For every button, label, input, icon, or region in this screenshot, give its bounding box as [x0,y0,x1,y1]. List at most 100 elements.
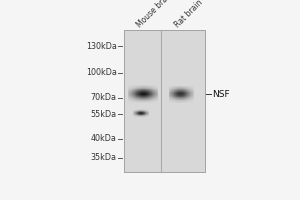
Bar [172,88,173,89]
Bar [183,92,184,93]
Bar [169,86,170,87]
Bar [169,98,170,99]
Bar [132,88,133,89]
Bar [157,97,158,98]
Bar [154,87,155,88]
Bar [178,100,179,101]
Bar [153,98,154,99]
Bar [137,102,138,103]
Bar [174,100,175,101]
Bar [155,98,156,99]
Bar [129,99,130,100]
Bar [187,93,188,94]
Bar [135,93,136,94]
Bar [146,88,147,89]
Bar [130,89,131,90]
Bar [192,100,193,101]
Bar [132,97,133,98]
Bar [129,97,130,98]
Bar [138,99,139,100]
Bar [128,91,129,92]
Bar [153,96,154,97]
Bar [156,95,157,96]
Bar [192,86,193,87]
Bar [190,100,191,101]
Bar [173,100,174,101]
Bar [134,94,135,95]
Bar [180,96,181,97]
Bar [142,94,143,95]
Bar [175,100,176,101]
Bar [174,95,175,96]
Bar [152,87,153,88]
Bar [137,94,138,95]
Bar [133,96,134,97]
Bar [173,92,174,93]
Bar [148,97,149,98]
Bar [174,96,175,97]
Bar [186,95,187,96]
Bar [139,87,140,88]
Bar [148,99,149,100]
Bar [150,99,151,100]
Bar [156,88,157,89]
Bar [177,89,178,90]
Bar [138,97,139,98]
Bar [136,87,137,88]
Bar [184,93,185,94]
Bar [192,98,193,99]
Bar [140,85,141,86]
Bar [154,88,155,89]
Bar [144,102,145,103]
Bar [187,91,188,92]
Bar [191,94,192,95]
Bar [152,89,153,90]
Bar [169,96,170,97]
Bar [185,87,186,88]
Bar [156,93,157,94]
Bar [190,92,191,93]
Bar [153,88,154,89]
Bar [182,97,183,98]
Bar [141,86,142,87]
Bar [175,102,176,103]
Bar [149,92,150,93]
Bar [152,88,153,89]
Bar [187,97,188,98]
Bar [141,85,142,86]
Bar [136,93,137,94]
Bar [170,91,171,92]
Bar [179,102,180,103]
Bar [143,88,144,89]
Bar [181,92,182,93]
Bar [145,98,146,99]
Bar [137,91,138,92]
Bar [138,95,139,96]
Bar [137,97,138,98]
Bar [157,93,158,94]
Bar [136,92,137,93]
Bar [132,89,133,90]
Bar [149,94,150,95]
Bar [141,98,142,99]
Bar [155,102,156,103]
Bar [136,98,137,99]
Bar [146,98,147,99]
Bar [189,91,190,92]
Bar [145,97,146,98]
Bar [151,97,152,98]
Bar [132,87,133,88]
Bar [152,90,153,91]
Bar [185,99,186,100]
Bar [189,89,190,90]
Bar [138,92,139,93]
Bar [171,97,172,98]
Bar [132,99,133,100]
Bar [154,99,155,100]
Bar [189,102,190,103]
Bar [133,95,134,96]
Bar [176,88,177,89]
Bar [192,97,193,98]
Bar [137,96,138,97]
Bar [156,91,157,92]
